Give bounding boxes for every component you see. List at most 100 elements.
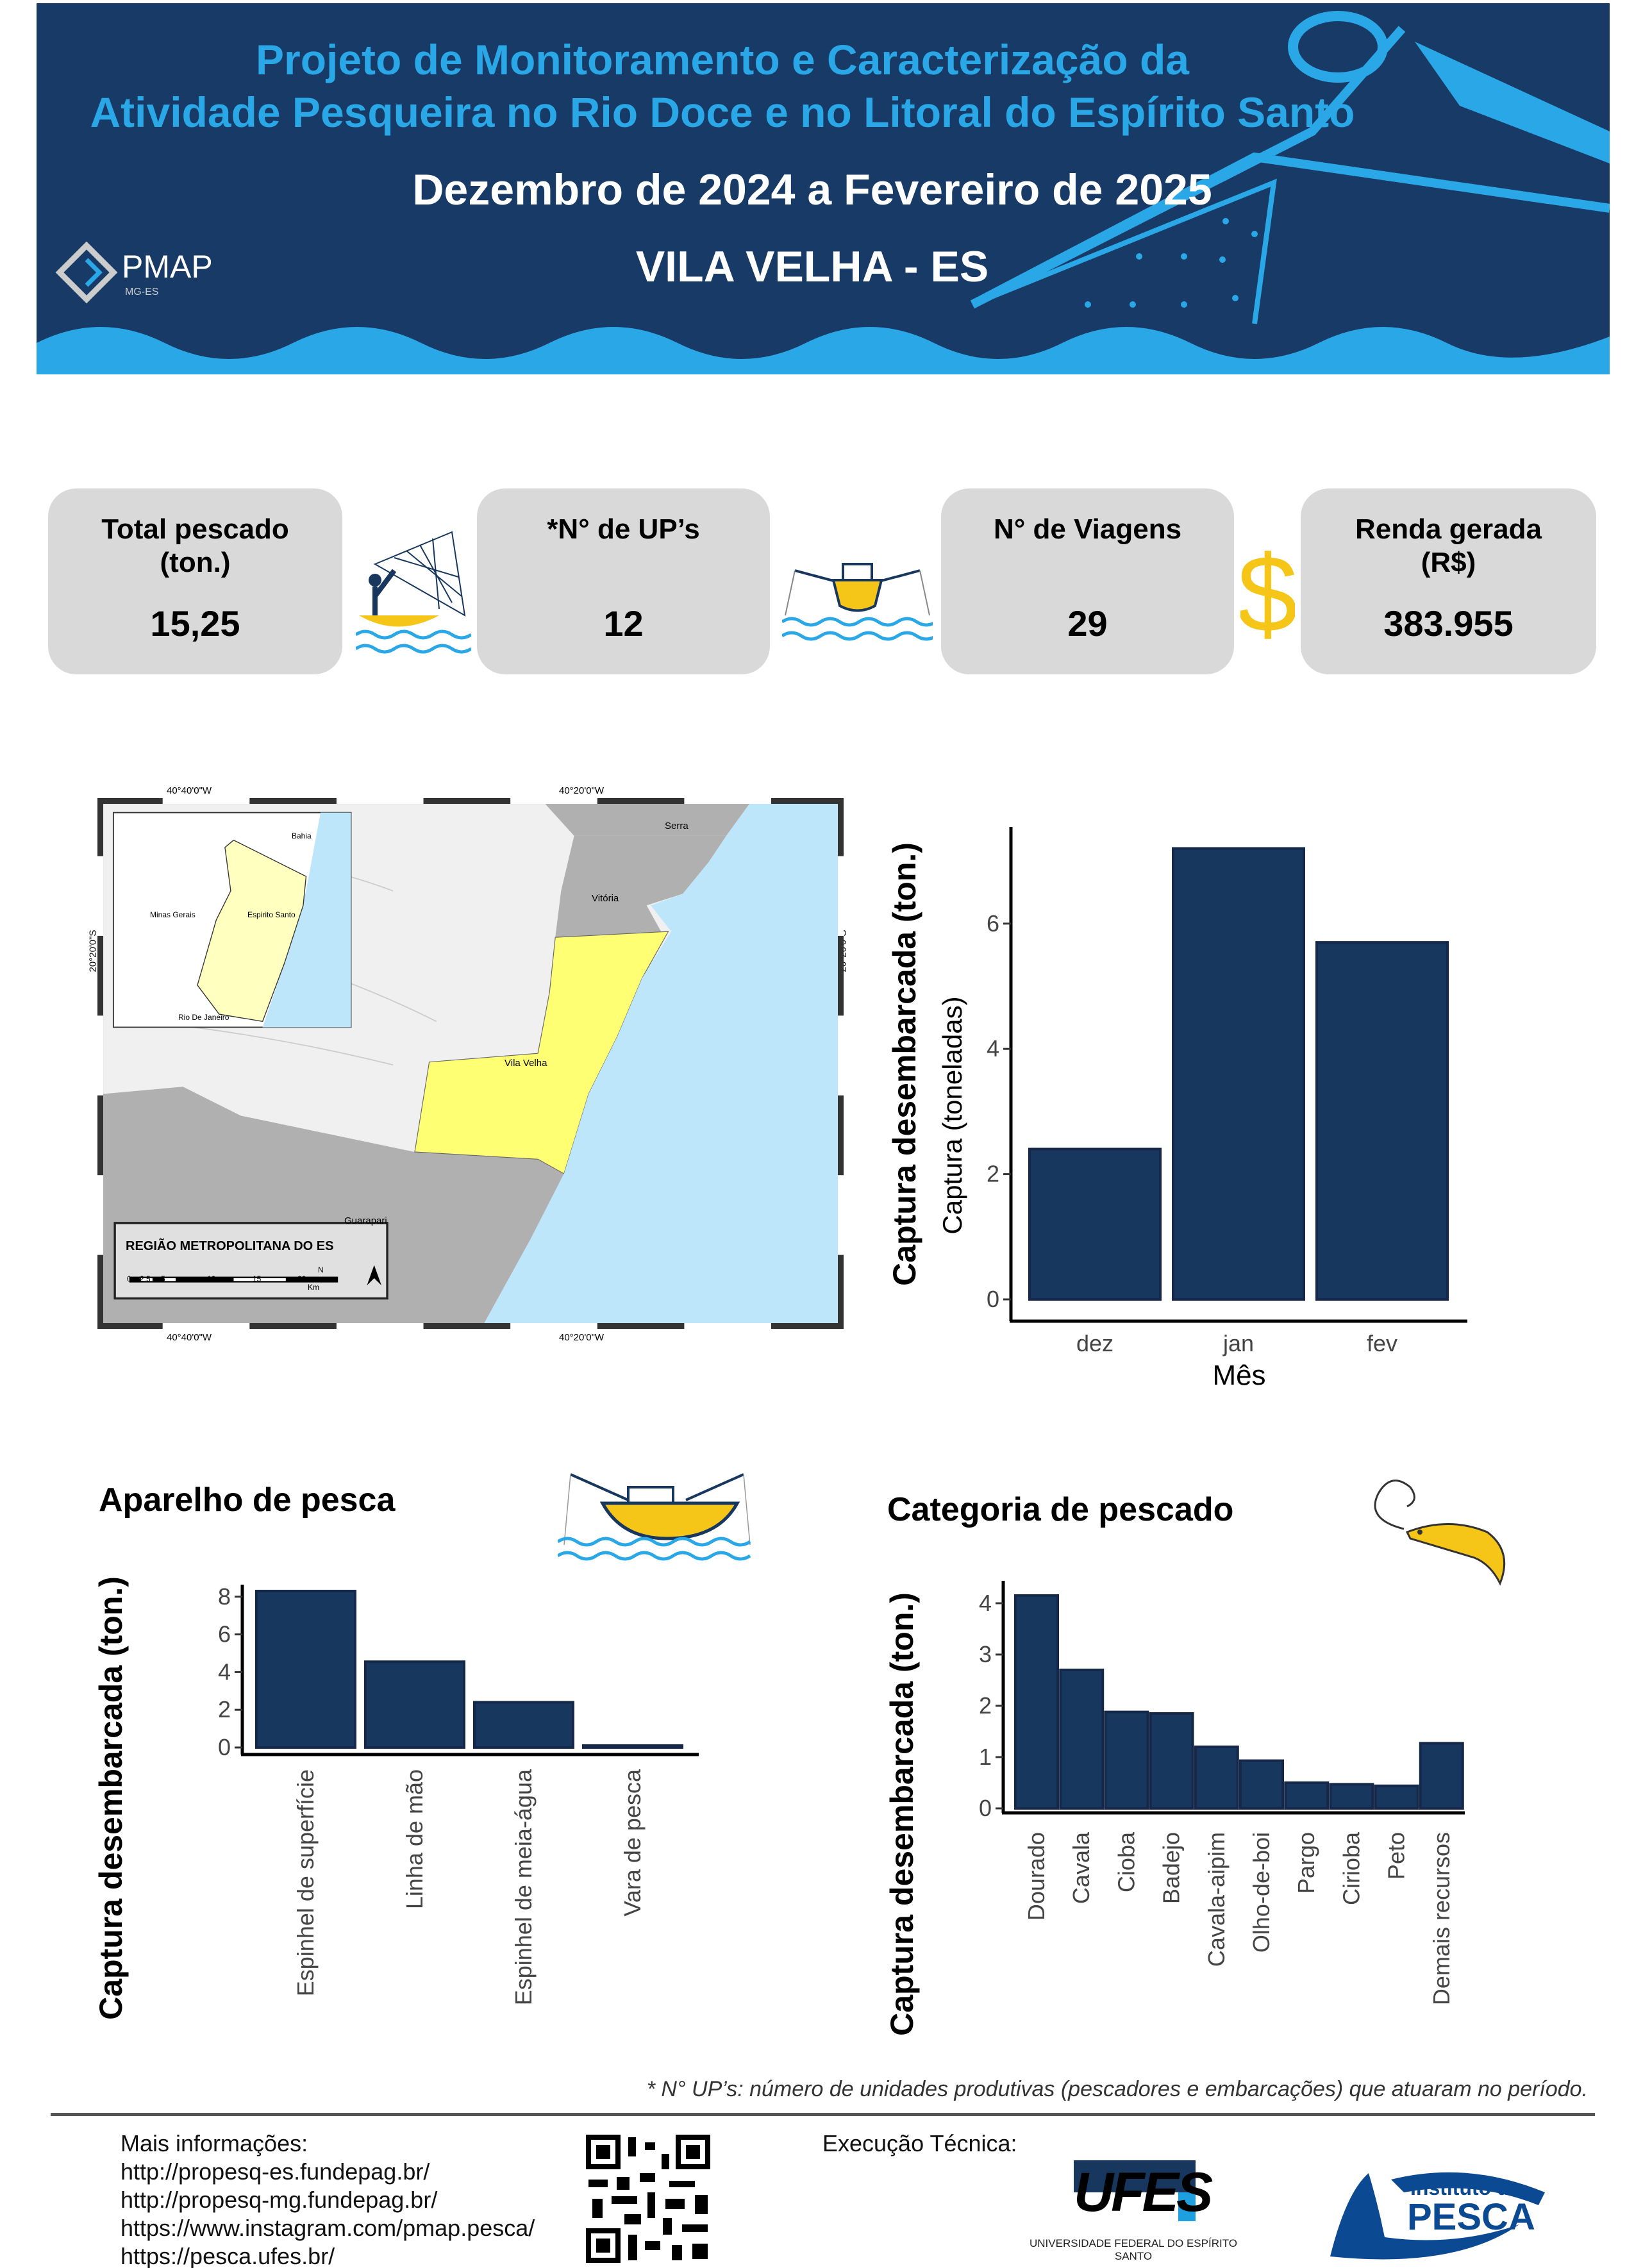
project-title-line2: Atividade Pesqueira no Rio Doce e no Lit…	[90, 88, 1355, 136]
north-label: N	[318, 1265, 324, 1274]
bar-demais-recursos	[1419, 1742, 1464, 1810]
pmap-logo-subtext: MG-ES	[125, 287, 159, 297]
stat-value: 15,25	[150, 603, 240, 644]
scale-tick: 0	[127, 1274, 131, 1283]
footer-link[interactable]: http://propesq-es.fundepag.br/	[121, 2158, 430, 2185]
pesca-logo-line2: PESCA	[1407, 2196, 1535, 2238]
bar-vara-de-pesca	[582, 1744, 683, 1749]
vitoria-area	[555, 835, 726, 938]
instituto-pesca-logo: Instituto de PESCA	[1327, 2167, 1558, 2263]
stat-value: 12	[603, 603, 644, 644]
bar-fev	[1315, 941, 1449, 1301]
bar-badejo	[1149, 1712, 1194, 1810]
map-legend-box	[113, 1222, 388, 1300]
more-info-label: Mais informações:	[121, 2130, 308, 2156]
inset-place-label: Bahia	[292, 831, 312, 840]
qr-code[interactable]	[586, 2135, 710, 2263]
x-tick-label: Cirioba	[1338, 1831, 1364, 1905]
stat-productive-units: *N° de UP’s 12	[477, 488, 770, 674]
bar-espinhel-de-meia-água	[473, 1701, 574, 1749]
y-tick-label: 2	[987, 1161, 999, 1187]
map-place-label: Serra	[665, 821, 688, 831]
stat-trips: N° de Viagens 29	[941, 488, 1234, 674]
map-place-label: Guarapari	[344, 1215, 387, 1226]
map-longitude-label: 40°40'0"W	[167, 1332, 212, 1343]
x-tick-label: Vara de pesca	[619, 1769, 646, 1916]
footnote: * N° UP’s: número de unidades produtivas…	[646, 2077, 1588, 2101]
fishing-boat-icon	[558, 1473, 751, 1561]
x-tick-label: Badejo	[1158, 1832, 1185, 1904]
pmap-logo: PMAP MG-ES	[54, 240, 247, 304]
y-tick-label: 6	[987, 910, 999, 937]
y-tick-label: 6	[218, 1621, 231, 1647]
x-tick-label: dez	[1076, 1330, 1113, 1356]
x-axis-label: Mês	[1212, 1360, 1265, 1391]
bar-espinhel-de-superfície	[255, 1589, 356, 1749]
map-latitude-label: 20°20'0"S	[87, 930, 99, 972]
y-tick-label: 8	[218, 1583, 231, 1610]
footer-link[interactable]: http://propesq-mg.fundepag.br/	[121, 2187, 438, 2213]
ufes-logo-text: UFES	[1074, 2162, 1213, 2223]
bar-dez	[1028, 1147, 1162, 1301]
x-tick-label: jan	[1222, 1330, 1254, 1356]
scale-tick: 10	[207, 1274, 216, 1283]
scale-tick: 20	[297, 1274, 306, 1283]
category-section-title: Categoria de pescado	[887, 1491, 1234, 1528]
stat-label: *N° de UP’s	[547, 513, 700, 545]
header-banner: Projeto de Monitoramento e Caracterizaçã…	[37, 3, 1610, 374]
map-longitude-label: 40°40'0"W	[167, 785, 212, 796]
north-arrow-icon	[367, 1265, 381, 1286]
boat-wave-decoration	[37, 11, 1610, 374]
ufes-name: UNIVERSIDADE FEDERAL DO ESPÍRITO SANTO	[1029, 2237, 1237, 2262]
x-tick-label: Pargo	[1293, 1832, 1319, 1894]
y-tick-label: 1	[979, 1744, 992, 1770]
footer-link[interactable]: https://www.instagram.com/pmap.pesca/	[121, 2215, 535, 2241]
monthly-catch-chart: 0 2 4 6 dez jan fev Captura desembarcada (ton.)…	[887, 827, 1467, 1391]
scale-bar	[129, 1276, 338, 1283]
map-place-label: Vitória	[592, 893, 619, 904]
inset-place-label: Espirito Santo	[247, 910, 296, 919]
y-axis-label: Captura (toneladas)	[937, 996, 967, 1234]
footer-divider	[51, 2113, 1595, 2116]
bar-peto	[1374, 1784, 1419, 1810]
x-tick-label: Cioba	[1113, 1831, 1139, 1892]
execution-label: Execução Técnica:	[822, 2130, 1017, 2156]
ufes-logo: UFES UNIVERSIDADE FEDERAL DO ESPÍRITO SA…	[1015, 2160, 1252, 2262]
bar-jan	[1172, 847, 1305, 1301]
serra-area	[545, 804, 750, 836]
inset-place-label: Rio De Janeiro	[178, 1013, 229, 1022]
footer-link[interactable]: https://pesca.ufes.br/	[121, 2243, 335, 2268]
bar-dourado	[1014, 1594, 1059, 1810]
vila-velha-area	[414, 931, 669, 1174]
map-longitude-label: 40°20'0"W	[559, 785, 605, 796]
region-map: 40°40'0"W 40°20'0"W 40°40'0"W 40°20'0"W …	[87, 785, 854, 1349]
y-tick-label: 4	[218, 1658, 231, 1685]
map-canvas	[97, 798, 844, 1329]
bar-olho-de-boi	[1239, 1759, 1284, 1810]
pesca-logo-line1: Instituto de	[1410, 2176, 1521, 2199]
gear-section-title: Aparelho de pesca	[99, 1481, 396, 1519]
x-tick-label: Demais recursos	[1428, 1832, 1455, 2005]
pesca-logo-shape	[1330, 2172, 1545, 2260]
x-tick-label: Espinhel de meia-água	[510, 1769, 537, 2005]
stat-income: Renda gerada (R$) 383.955	[1301, 488, 1596, 674]
y-tick-label: 2	[979, 1692, 992, 1719]
x-tick-label: Linha de mão	[401, 1769, 428, 1909]
x-tick-label: Dourado	[1023, 1832, 1049, 1921]
bar-pargo	[1284, 1781, 1330, 1810]
stat-total-catch: Total pescado (ton.) 15,25	[48, 488, 342, 674]
y-axis-title: Captura desembarcada (ton.)	[884, 1592, 920, 2036]
map-legend-title: REGIÃO METROPOLITANA DO ES	[126, 1239, 334, 1253]
stat-label: Renda gerada (R$)	[1355, 513, 1542, 578]
map-longitude-label: 40°20'0"W	[559, 1332, 605, 1343]
y-tick-label: 4	[979, 1590, 992, 1616]
x-tick-label: Cavala	[1068, 1831, 1094, 1904]
pmap-logo-text: PMAP	[122, 249, 213, 285]
fisherman-net-icon	[356, 531, 471, 654]
map-place-label: Vila Velha	[505, 1058, 547, 1069]
y-tick-label: 0	[979, 1795, 992, 1821]
x-tick-label: Espinhel de superfície	[292, 1769, 319, 1996]
bar-cavala	[1059, 1669, 1105, 1810]
stat-value: 383.955	[1383, 603, 1514, 644]
